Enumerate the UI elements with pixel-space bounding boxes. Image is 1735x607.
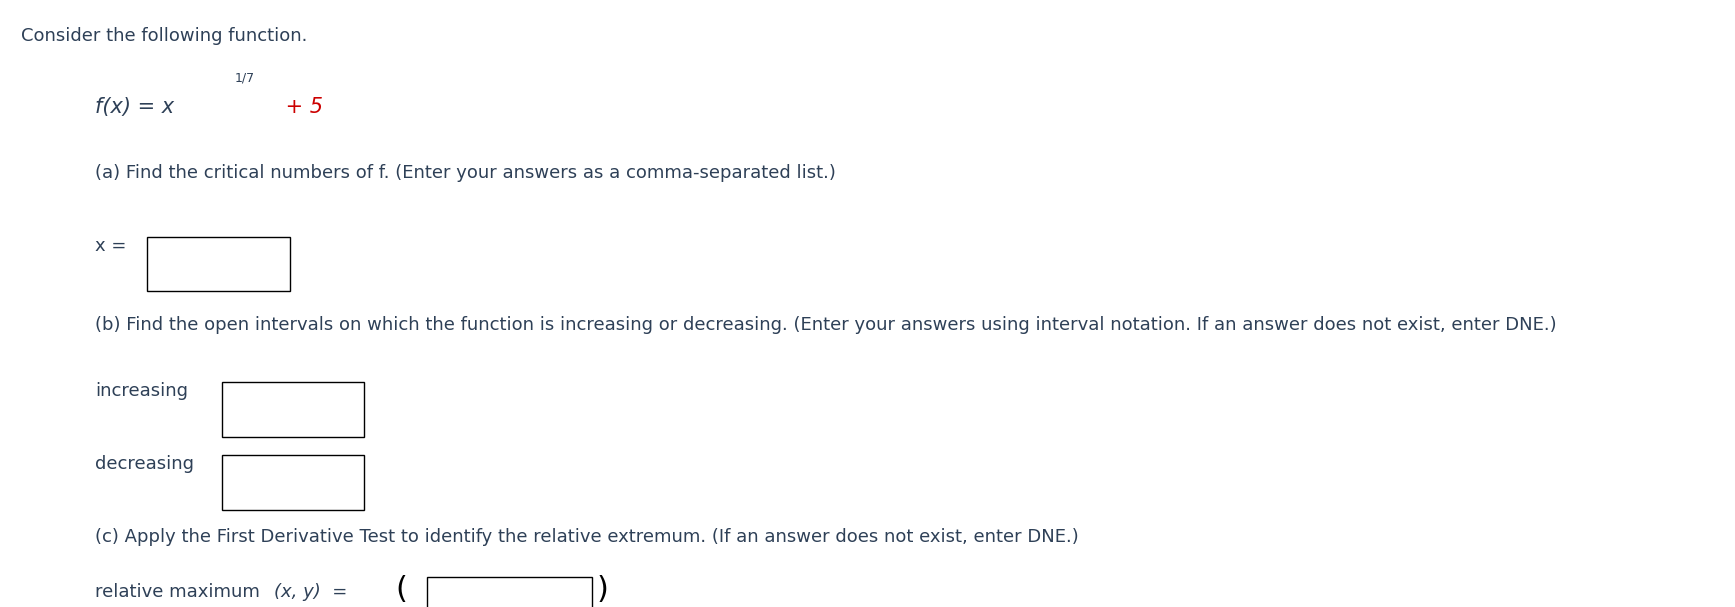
Text: ): ) (597, 575, 609, 605)
Text: Consider the following function.: Consider the following function. (21, 27, 307, 46)
Text: (x, y)  =: (x, y) = (274, 583, 347, 601)
Text: 1/7: 1/7 (234, 72, 255, 84)
Text: relative maximum: relative maximum (95, 583, 260, 601)
Text: x =: x = (95, 237, 127, 255)
FancyBboxPatch shape (147, 237, 290, 291)
Text: f(x) = x: f(x) = x (95, 97, 175, 117)
Text: (a) Find the critical numbers of f. (Enter your answers as a comma-separated lis: (a) Find the critical numbers of f. (Ent… (95, 164, 836, 182)
Text: increasing: increasing (95, 382, 189, 401)
Text: (c) Apply the First Derivative Test to identify the relative extremum. (If an an: (c) Apply the First Derivative Test to i… (95, 528, 1079, 546)
Text: + 5: + 5 (279, 97, 323, 117)
Text: decreasing: decreasing (95, 455, 194, 473)
FancyBboxPatch shape (427, 577, 592, 607)
Text: (b) Find the open intervals on which the function is increasing or decreasing. (: (b) Find the open intervals on which the… (95, 316, 1556, 334)
FancyBboxPatch shape (222, 455, 364, 510)
FancyBboxPatch shape (222, 382, 364, 437)
Text: (: ( (396, 575, 408, 605)
